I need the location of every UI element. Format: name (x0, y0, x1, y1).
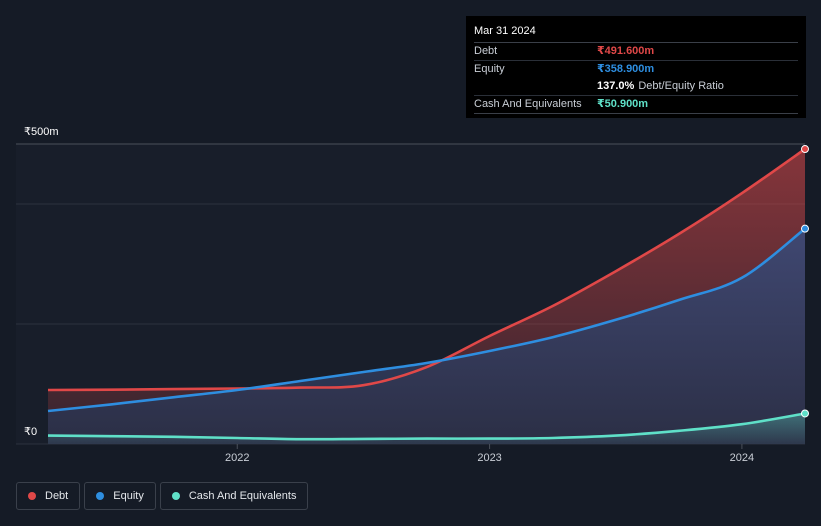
data-tooltip: Mar 31 2024 Debt ₹491.600m Equity ₹358.9… (466, 16, 806, 118)
tooltip-equity-row: Equity ₹358.900m (474, 61, 798, 78)
x-tick-label: 2022 (225, 452, 249, 464)
tooltip-date: Mar 31 2024 (474, 24, 798, 43)
x-axis: 2022 2023 2024 (225, 444, 754, 464)
tooltip-equity-label: Equity (474, 63, 505, 75)
legend-debt-label: Debt (45, 490, 69, 502)
tooltip-equity-value: ₹358.900m (597, 63, 655, 75)
chart-legend: Debt Equity Cash And Equivalents (16, 482, 309, 510)
tooltip-ratio-value: 137.0% (597, 80, 635, 92)
legend-cash-dot (171, 492, 180, 500)
legend-item-equity[interactable]: Equity (84, 482, 156, 510)
cash-line (47, 412, 806, 441)
tooltip-ratio-row: 137.0% Debt/Equity Ratio (474, 78, 798, 96)
legend-equity-dot (96, 492, 105, 500)
x-tick-label: 2024 (730, 452, 754, 464)
legend-cash-label: Cash And Equivalents (188, 490, 297, 502)
debt-end-point[interactable] (801, 145, 809, 154)
tooltip-ratio-label: Debt/Equity Ratio (638, 80, 724, 92)
debt-line (47, 147, 806, 392)
legend-item-debt[interactable]: Debt (16, 482, 81, 510)
tooltip-debt-value: ₹491.600m (597, 45, 655, 57)
tooltip-cash-value: ₹50.900m (597, 98, 649, 110)
equity-line (47, 227, 806, 413)
y-axis-zero-label: ₹0 (24, 426, 38, 438)
tooltip-debt-row: Debt ₹491.600m (474, 43, 798, 61)
cash-end-point[interactable] (801, 409, 809, 418)
legend-debt-dot (28, 492, 36, 500)
y-axis-top-label: ₹500m (24, 126, 59, 138)
tooltip-cash-label: Cash And Equivalents (474, 98, 582, 110)
legend-equity-label: Equity (113, 490, 144, 502)
equity-end-point[interactable] (801, 224, 809, 233)
tooltip-cash-row: Cash And Equivalents ₹50.900m (474, 96, 798, 114)
legend-item-cash[interactable]: Cash And Equivalents (159, 482, 309, 510)
x-tick-label: 2023 (477, 452, 501, 464)
tooltip-debt-label: Debt (474, 45, 498, 57)
series-lines (47, 145, 809, 441)
